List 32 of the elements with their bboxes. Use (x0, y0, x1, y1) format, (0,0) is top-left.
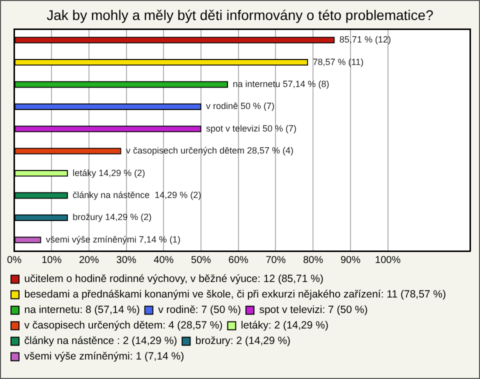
legend-label: na internetu: 8 (57,14 %) (24, 304, 140, 316)
x-tick-label: 90% (340, 254, 361, 266)
x-tick-label: 0% (7, 254, 22, 266)
x-tick-label: 20% (78, 254, 100, 266)
legend-label: spot v televizi: 7 (50 %) (259, 304, 368, 316)
x-tick-label: 80% (303, 254, 324, 266)
data-label: na internetu 57,14 % (8) (232, 78, 330, 89)
legend-label: učitelem o hodině rodinné výchovy, v běžné výuce: 12 (85,71 %) (24, 273, 324, 286)
data-label: v časopisech určených dětem 28,57 % (4) (126, 146, 294, 156)
chart-title: Jak by mohly a měly být děti informovány o této problematice? (46, 7, 434, 25)
data-label: 85,71 % (12) (339, 34, 391, 45)
x-tick-label: 70% (266, 254, 286, 266)
data-label: brožury 14,29 % (2) (72, 212, 152, 222)
legend-label: brožury: 2 (14,29 %) (195, 335, 291, 348)
data-label: letáky 14,29 % (2) (72, 168, 146, 178)
data-label: spot v televizi 50 % (7) (206, 123, 297, 134)
data-label: 78,57 % (11) (312, 56, 364, 67)
x-tick-label: 10% (42, 254, 62, 266)
legend-label: v časopisech určených dětem: 4 (28,57 %) (24, 320, 223, 332)
data-label: články na nástěnce 14,29 % (2) (72, 190, 202, 200)
data-label: v rodině 50 % (7) (206, 101, 275, 112)
data-label: všemi výše zmíněnými 7,14 % (1) (46, 234, 180, 244)
legend-label: všemi výše zmíněnými: 1 (7,14 %) (24, 350, 184, 363)
x-tick-label: 100% (375, 254, 401, 266)
x-tick-label: 30% (116, 254, 136, 266)
x-tick-label: 60% (228, 254, 248, 266)
legend-label: články na nástěnce : 2 (14,29 %) (24, 335, 178, 348)
legend-label: v rodině: 7 (50 %) (158, 304, 241, 316)
x-tick-label: 50% (191, 254, 212, 266)
x-tick-label: 40% (154, 254, 174, 266)
legend-label: letáky: 2 (14,29 %) (240, 320, 328, 332)
legend-label: besedami a přednáškami konanými ve škole, či při exkurzi nějakého zařízení: 11 (78,57 %) (24, 288, 446, 301)
